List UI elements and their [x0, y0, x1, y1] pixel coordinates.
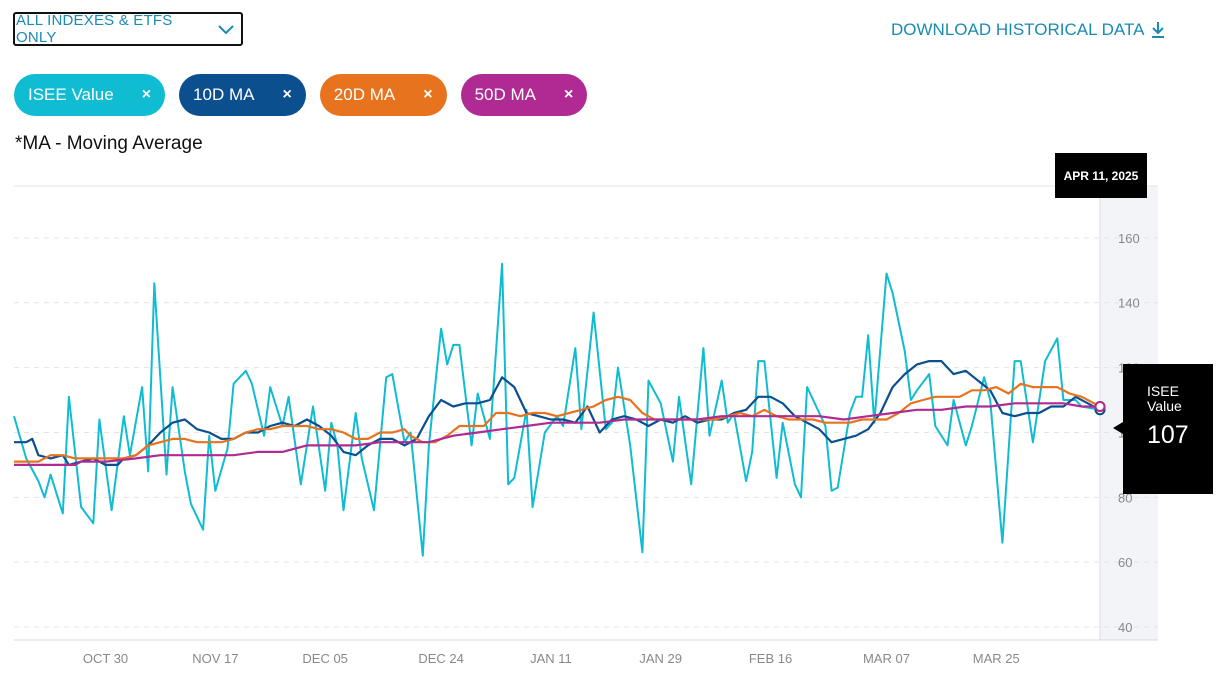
value-tooltip: ISEE Value 107: [1123, 364, 1213, 494]
series-chips: ISEE Value × 10D MA × 20D MA × 50D MA ×: [14, 74, 588, 116]
series-line-20d-ma-line: [14, 382, 1101, 463]
chip-isee-value[interactable]: ISEE Value ×: [14, 74, 166, 116]
chevron-down-icon: [217, 20, 235, 38]
y-tick-label: 60: [1118, 555, 1132, 570]
x-tick-label: NOV 17: [192, 651, 238, 666]
x-tick-label: OCT 30: [83, 651, 128, 666]
chip-label: ISEE Value: [28, 85, 114, 104]
chip-50d-ma[interactable]: 50D MA ×: [460, 74, 588, 116]
series-line-isee-value-line: [13, 262, 1101, 557]
y-tick-label: 160: [1118, 231, 1140, 246]
download-label: DOWNLOAD HISTORICAL DATA: [891, 20, 1145, 39]
moving-average-note: *MA - Moving Average: [15, 133, 203, 154]
chip-10d-ma[interactable]: 10D MA ×: [179, 74, 306, 116]
close-icon[interactable]: ×: [563, 86, 574, 103]
chip-label: 50D MA: [474, 85, 536, 104]
y-tick-label: 40: [1118, 620, 1132, 635]
x-tick-label: MAR 07: [863, 651, 910, 666]
tooltip-arrow: [1113, 422, 1123, 434]
x-tick-label: JAN 11: [530, 651, 572, 666]
chip-label: 20D MA: [333, 85, 396, 104]
index-filter-select[interactable]: ALL INDEXES & ETFS ONLY: [13, 12, 243, 46]
x-tick-label: MAR 25: [973, 651, 1020, 666]
close-icon[interactable]: ×: [141, 86, 152, 103]
index-filter-label: ALL INDEXES & ETFS ONLY: [16, 12, 173, 46]
chip-label: 10D MA: [193, 85, 255, 104]
x-tick-label: DEC 05: [302, 651, 348, 666]
y-tick-label: 140: [1118, 296, 1140, 311]
close-icon[interactable]: ×: [282, 86, 292, 103]
tooltip-value: 107: [1147, 421, 1189, 449]
download-icon: [1150, 21, 1166, 39]
download-historical-data-link[interactable]: DOWNLOAD HISTORICAL DATA: [891, 18, 1166, 42]
date-badge: APR 11, 2025: [1055, 153, 1147, 198]
series-line-50d-ma-line: [14, 402, 1100, 466]
y-tick-label: 80: [1118, 490, 1132, 505]
series-line-10d-ma-line: [14, 360, 1101, 466]
chip-20d-ma[interactable]: 20D MA ×: [319, 74, 447, 116]
x-tick-label: DEC 24: [418, 651, 464, 666]
x-tick-label: JAN 29: [639, 651, 682, 666]
highlight-point-50d-ma-line: [1094, 401, 1106, 413]
close-icon[interactable]: ×: [423, 86, 433, 103]
tooltip-series-name: ISEE Value: [1147, 383, 1182, 414]
x-tick-label: FEB 16: [749, 651, 792, 666]
